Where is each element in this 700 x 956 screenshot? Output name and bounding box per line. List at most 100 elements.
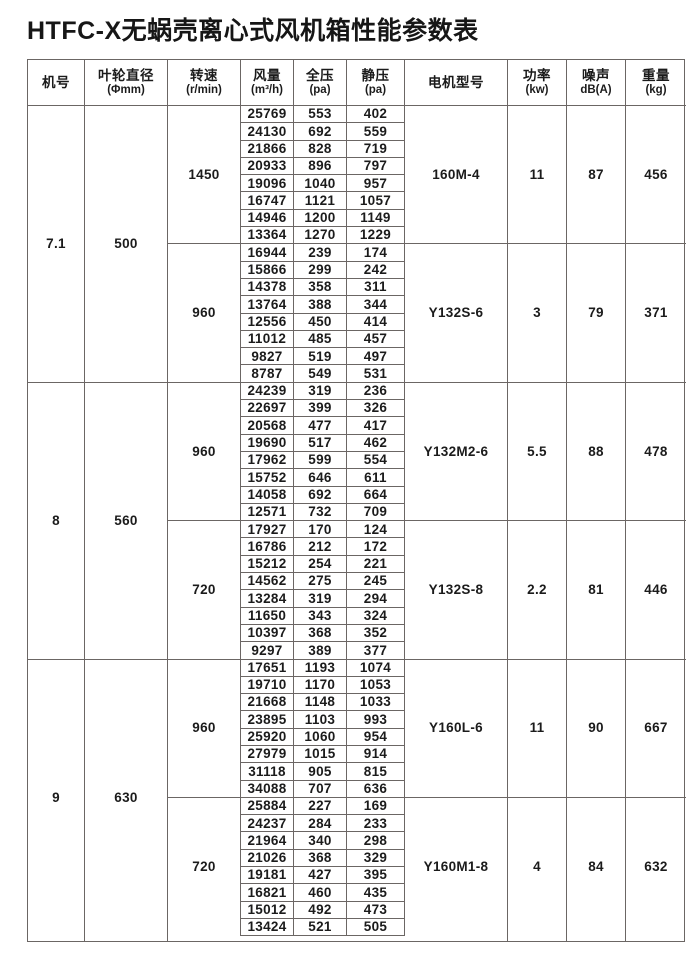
cell-airflow: 15212 <box>241 555 294 574</box>
cell-static-pressure: 417 <box>347 417 405 435</box>
cell-static-pressure: 311 <box>347 278 405 297</box>
cell-total-pressure: 358 <box>294 278 347 297</box>
cell-airflow: 25769 <box>241 106 294 124</box>
cell-power: 5.5 <box>508 382 567 522</box>
cell-static-pressure: 1057 <box>347 192 405 210</box>
cell-static-pressure: 473 <box>347 901 405 919</box>
cell-total-pressure: 519 <box>294 348 347 366</box>
cell-total-pressure: 427 <box>294 867 347 885</box>
cell-total-pressure: 692 <box>294 486 347 504</box>
cell-static-pressure: 957 <box>347 175 405 193</box>
cell-static-pressure: 559 <box>347 123 405 141</box>
cell-total-pressure: 521 <box>294 918 347 937</box>
cell-airflow: 24239 <box>241 382 294 401</box>
cell-static-pressure: 664 <box>347 486 405 504</box>
cell-noise: 79 <box>567 244 626 383</box>
cell-static-pressure: 344 <box>347 296 405 314</box>
filler-cell <box>508 936 567 942</box>
cell-static-pressure: 1033 <box>347 694 405 712</box>
cell-airflow: 8787 <box>241 365 294 383</box>
cell-airflow: 14562 <box>241 573 294 591</box>
cell-airflow: 13364 <box>241 227 294 245</box>
cell-total-pressure: 1040 <box>294 175 347 193</box>
cell-airflow: 12571 <box>241 503 294 522</box>
cell-total-pressure: 389 <box>294 642 347 660</box>
cell-total-pressure: 239 <box>294 244 347 262</box>
cell-total-pressure: 707 <box>294 780 347 798</box>
cell-airflow: 11650 <box>241 607 294 625</box>
filler-cell <box>241 936 294 941</box>
cell-total-pressure: 732 <box>294 503 347 522</box>
cell-total-pressure: 485 <box>294 330 347 349</box>
cell-airflow: 17962 <box>241 451 294 470</box>
cell-total-pressure: 1121 <box>294 192 347 210</box>
cell-static-pressure: 174 <box>347 244 405 262</box>
cell-static-pressure: 914 <box>347 745 405 764</box>
cell-static-pressure: 636 <box>347 780 405 798</box>
cell-noise: 88 <box>567 382 626 522</box>
cell-model: 8 <box>28 382 85 660</box>
cell-airflow: 19690 <box>241 434 294 452</box>
cell-static-pressure: 124 <box>347 521 405 539</box>
cell-static-pressure: 797 <box>347 157 405 176</box>
cell-noise: 90 <box>567 659 626 798</box>
cell-airflow: 31118 <box>241 763 294 781</box>
cell-total-pressure: 1060 <box>294 728 347 746</box>
cell-static-pressure: 709 <box>347 503 405 522</box>
cell-total-pressure: 319 <box>294 590 347 608</box>
cell-total-pressure: 517 <box>294 434 347 452</box>
cell-airflow: 16786 <box>241 538 294 556</box>
cell-static-pressure: 245 <box>347 573 405 591</box>
cell-static-pressure: 352 <box>347 624 405 643</box>
cell-total-pressure: 1148 <box>294 694 347 712</box>
cell-model: 9 <box>28 659 85 937</box>
cell-total-pressure: 450 <box>294 313 347 331</box>
cell-total-pressure: 254 <box>294 555 347 574</box>
cell-static-pressure: 554 <box>347 451 405 470</box>
header-cell-static-pressure: 静压 (pa) <box>347 60 405 106</box>
cell-total-pressure: 1015 <box>294 745 347 764</box>
cell-static-pressure: 414 <box>347 313 405 331</box>
filler-cell <box>405 936 508 942</box>
cell-total-pressure: 553 <box>294 106 347 124</box>
cell-total-pressure: 227 <box>294 797 347 816</box>
header-cell-total-pressure: 全压 (pa) <box>294 60 347 106</box>
cell-static-pressure: 497 <box>347 348 405 366</box>
cell-static-pressure: 233 <box>347 815 405 833</box>
cell-total-pressure: 212 <box>294 538 347 556</box>
cell-static-pressure: 329 <box>347 849 405 868</box>
cell-weight: 371 <box>626 244 686 383</box>
cell-airflow: 15866 <box>241 261 294 279</box>
header-unit: (Φmm) <box>107 83 145 96</box>
header-label: 风量 <box>253 67 281 83</box>
cell-airflow: 9297 <box>241 642 294 660</box>
cell-motor: Y132M2-6 <box>405 382 508 522</box>
cell-airflow: 13764 <box>241 296 294 314</box>
header-unit: (m³/h) <box>251 83 283 96</box>
page-title: HTFC-X无蜗壳离心式风机箱性能参数表 <box>27 17 479 45</box>
cell-static-pressure: 1149 <box>347 209 405 228</box>
cell-airflow: 24237 <box>241 815 294 833</box>
cell-total-pressure: 646 <box>294 469 347 487</box>
header-cell-diameter: 叶轮直径 (Φmm) <box>85 60 168 106</box>
cell-airflow: 14058 <box>241 486 294 504</box>
cell-airflow: 15752 <box>241 469 294 487</box>
cell-total-pressure: 828 <box>294 140 347 158</box>
cell-airflow: 27979 <box>241 745 294 764</box>
cell-motor: Y132S-8 <box>405 521 508 660</box>
cell-static-pressure: 611 <box>347 469 405 487</box>
cell-total-pressure: 1200 <box>294 209 347 228</box>
cell-static-pressure: 326 <box>347 400 405 418</box>
filler-cell <box>85 936 168 942</box>
cell-airflow: 20933 <box>241 157 294 176</box>
header-label: 功率 <box>523 67 551 83</box>
cell-airflow: 12556 <box>241 313 294 331</box>
cell-weight: 478 <box>626 383 686 522</box>
filler-cell <box>347 936 405 941</box>
cell-weight: 632 <box>644 859 668 875</box>
cell-airflow: 17927 <box>241 521 294 539</box>
cell-total-pressure: 1270 <box>294 227 347 245</box>
cell-noise: 87 <box>567 106 626 245</box>
cell-noise: 81 <box>567 521 626 660</box>
cell-airflow: 21964 <box>241 832 294 850</box>
